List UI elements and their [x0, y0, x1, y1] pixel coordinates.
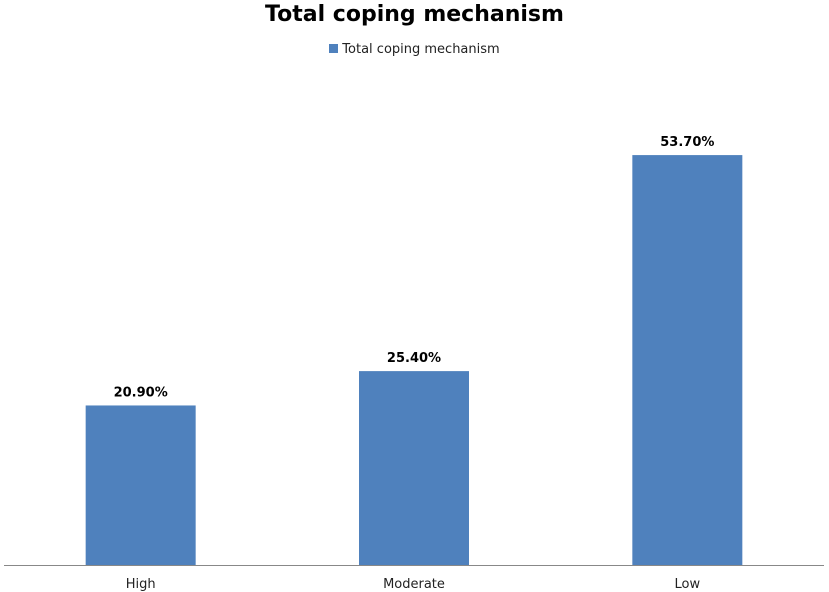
bar-high	[85, 405, 196, 565]
data-label-high: 20.90%	[114, 385, 168, 400]
legend: Total coping mechanism	[0, 42, 829, 57]
x-tick-label-low: Low	[675, 577, 701, 592]
x-tick-label-moderate: Moderate	[383, 577, 445, 592]
chart-title: Total coping mechanism	[265, 2, 564, 27]
x-tick-label-high: High	[126, 577, 156, 592]
legend-swatch	[329, 44, 339, 53]
data-label-moderate: 25.40%	[387, 351, 441, 366]
legend-label: Total coping mechanism	[342, 42, 500, 57]
bar-low	[632, 155, 743, 565]
bar-moderate	[359, 371, 469, 565]
data-label-low: 53.70%	[660, 135, 714, 150]
